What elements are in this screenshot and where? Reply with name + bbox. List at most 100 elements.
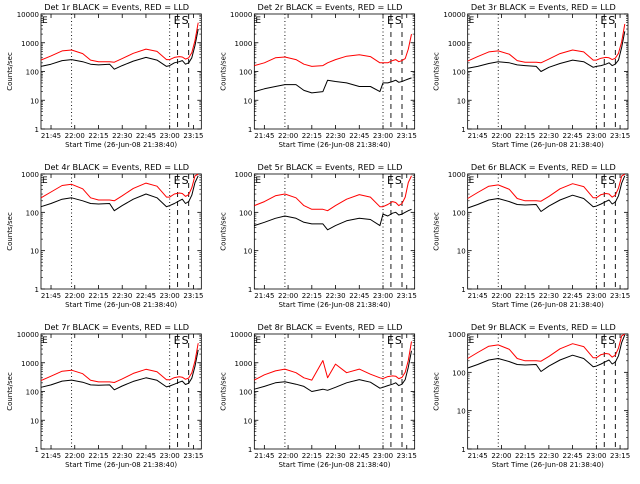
x-axis-label: Start Time (26-Jun-08 21:38:40) [278, 461, 390, 469]
y-tick-label: 1 [461, 446, 465, 454]
series-line-lld [254, 341, 412, 381]
y-tick-label: 1000 [21, 40, 39, 48]
y-tick-label: 10000 [230, 11, 252, 19]
y-axis-label: Counts/sec [6, 212, 14, 251]
x-tick-label: 23:15 [183, 132, 203, 140]
x-tick-label: 22:30 [112, 292, 132, 300]
x-tick-label: 21:45 [468, 132, 488, 140]
y-axis-label: Counts/sec [219, 212, 227, 251]
x-tick-label: 23:00 [373, 292, 393, 300]
x-tick-label: 23:15 [610, 292, 630, 300]
event-annotation: S [182, 334, 189, 347]
y-axis-label: Counts/sec [6, 372, 14, 411]
x-tick-label: 22:45 [563, 132, 583, 140]
event-annotation: S [395, 174, 402, 187]
x-tick-label: 23:15 [610, 132, 630, 140]
plot-frame [467, 173, 629, 290]
event-annotation: E [600, 334, 607, 347]
y-tick-label: 1 [248, 286, 252, 294]
y-tick-label: 100 [26, 69, 39, 77]
event-annotation: E [42, 16, 48, 26]
x-tick-label: 22:00 [278, 452, 298, 460]
chart-title: Det 9r BLACK = Events, RED = LLD [471, 322, 616, 332]
event-annotation: S [608, 334, 615, 347]
y-axis-label: Counts/sec [219, 372, 227, 411]
x-axis-label: Start Time (26-Jun-08 21:38:40) [65, 301, 177, 309]
y-tick-label: 1000 [448, 331, 466, 339]
x-tick-label: 22:45 [563, 292, 583, 300]
x-tick-label: 23:00 [160, 132, 180, 140]
series-line-lld [467, 173, 626, 202]
event-annotation: S [608, 14, 615, 27]
x-tick-label: 21:45 [41, 452, 61, 460]
event-annotation: S [608, 174, 615, 187]
y-axis-label: Counts/sec [219, 52, 227, 91]
plot-frame [253, 173, 416, 290]
x-tick-label: 22:00 [65, 452, 85, 460]
y-tick-label: 10 [457, 408, 466, 416]
x-tick-label: 23:00 [586, 132, 606, 140]
x-tick-label: 23:00 [586, 292, 606, 300]
x-tick-label: 23:15 [397, 452, 417, 460]
x-tick-label: 23:15 [183, 292, 203, 300]
x-axis-label: Start Time (26-Jun-08 21:38:40) [492, 301, 604, 309]
plot-frame [40, 173, 202, 290]
y-tick-label: 10 [30, 248, 39, 256]
y-tick-label: 100 [452, 209, 465, 217]
x-tick-label: 22:00 [491, 292, 511, 300]
x-tick-label: 22:00 [278, 292, 298, 300]
chart-title: Det 6r BLACK = Events, RED = LLD [471, 162, 616, 172]
y-axis-label: Counts/sec [6, 52, 14, 91]
event-annotation: E [600, 14, 607, 27]
x-tick-label: 22:15 [515, 132, 535, 140]
x-tick-label: 22:15 [515, 292, 535, 300]
y-tick-label: 100 [239, 389, 252, 397]
chart-title: Det 8r BLACK = Events, RED = LLD [258, 322, 403, 332]
series-line-lld [254, 175, 412, 212]
y-tick-label: 1 [461, 286, 465, 294]
y-tick-label: 10000 [443, 11, 465, 19]
x-tick-label: 22:00 [278, 132, 298, 140]
event-annotation: E [387, 14, 394, 27]
event-annotation: S [395, 334, 402, 347]
x-tick-label: 23:00 [373, 132, 393, 140]
y-tick-label: 1000 [235, 171, 253, 179]
x-tick-label: 22:15 [302, 132, 322, 140]
series-line-events [467, 31, 626, 72]
chart-panel-9: Det 9r BLACK = Events, RED = LLD 1 10 100 10… [433, 322, 631, 469]
chart-title: Det 4r BLACK = Events, RED = LLD [44, 162, 189, 172]
chart-panel-4: Det 4r BLACK = Events, RED = LLD 1 10 100 10… [6, 162, 204, 309]
y-tick-label: 10 [457, 97, 466, 105]
series-line-events [40, 28, 199, 70]
x-axis-label: Start Time (26-Jun-08 21:38:40) [492, 461, 604, 469]
x-tick-label: 21:45 [468, 452, 488, 460]
y-tick-label: 10 [30, 97, 39, 105]
event-annotation: E [174, 174, 181, 187]
event-annotation: E [255, 16, 261, 26]
y-axis-label: Counts/sec [433, 52, 441, 91]
event-annotation: E [42, 336, 48, 346]
x-tick-label: 21:45 [254, 132, 274, 140]
x-tick-label: 22:15 [88, 292, 108, 300]
x-tick-label: 21:45 [41, 292, 61, 300]
y-tick-label: 10000 [230, 331, 252, 339]
event-annotation: E [387, 174, 394, 187]
y-tick-label: 1 [461, 126, 465, 134]
x-axis-label: Start Time (26-Jun-08 21:38:40) [492, 141, 604, 149]
chart-panel-2: Det 2r BLACK = Events, RED = LLD 1 10 100 10… [219, 2, 417, 149]
x-tick-label: 23:00 [586, 452, 606, 460]
x-tick-label: 23:15 [397, 292, 417, 300]
x-tick-label: 22:15 [302, 292, 322, 300]
series-line-lld [40, 22, 199, 63]
chart-panel-3: Det 3r BLACK = Events, RED = LLD 1 10 100 10… [433, 2, 631, 149]
x-tick-label: 22:45 [349, 452, 369, 460]
series-line-events [40, 175, 199, 212]
x-axis-label: Start Time (26-Jun-08 21:38:40) [65, 461, 177, 469]
chart-panel-5: Det 5r BLACK = Events, RED = LLD 1 10 100 10… [219, 162, 417, 309]
event-annotation: S [182, 14, 189, 27]
y-tick-label: 1000 [21, 360, 39, 368]
y-axis-label: Counts/sec [433, 372, 441, 411]
chart-title: Det 2r BLACK = Events, RED = LLD [258, 2, 403, 12]
series-line-events [254, 77, 412, 94]
